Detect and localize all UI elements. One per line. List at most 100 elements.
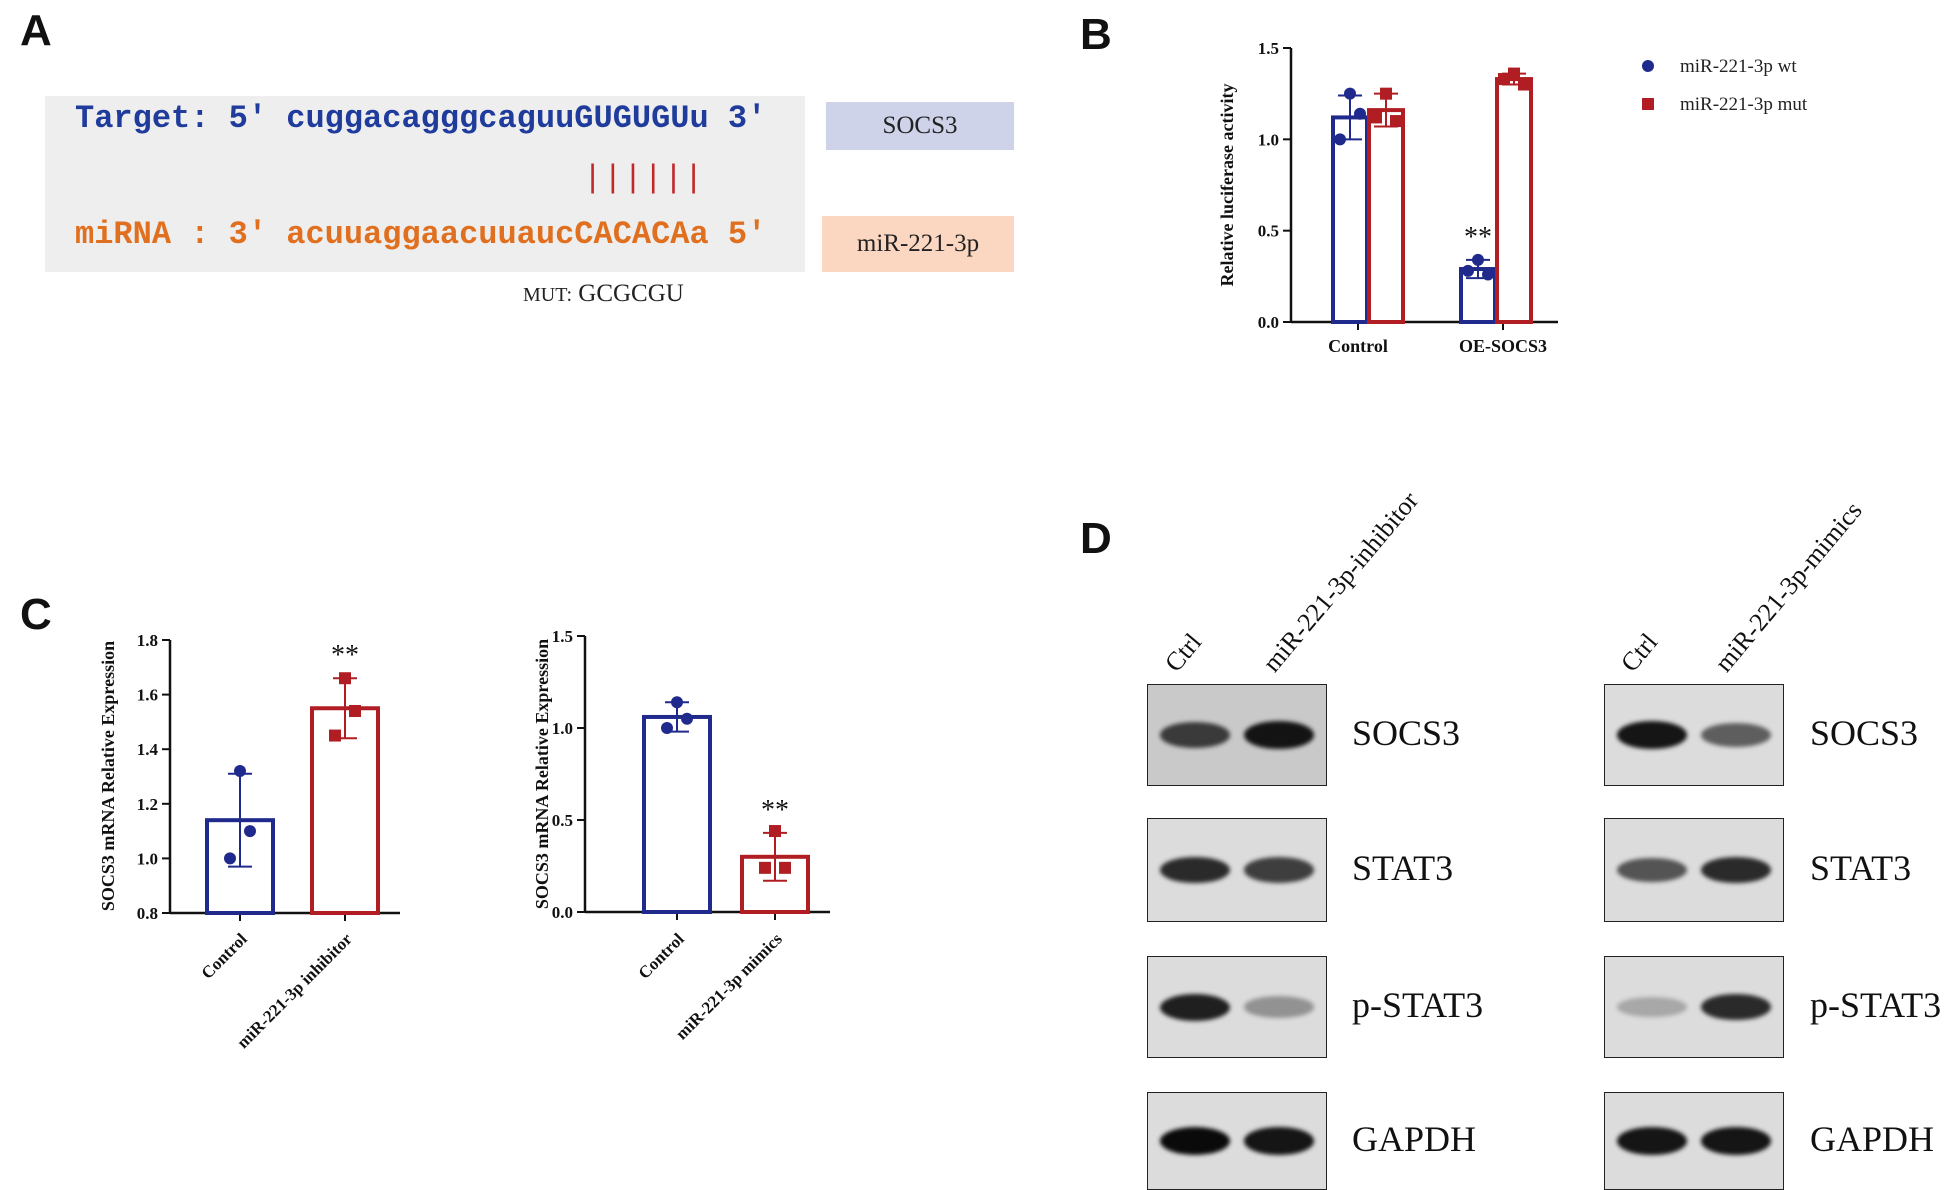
y-tick-label: 1.8 <box>137 631 158 650</box>
data-point <box>349 704 361 717</box>
blot-image <box>1604 956 1784 1058</box>
x-tick-label: OE-SOCS3 <box>1459 336 1547 356</box>
panel-label-d: D <box>1080 514 1112 563</box>
blot-image <box>1147 956 1327 1058</box>
x-tick-label: Control <box>635 929 688 982</box>
mirna-tag-label: miR-221-3p <box>856 230 980 257</box>
panel-label-c: C <box>20 590 52 639</box>
data-point <box>339 672 351 685</box>
data-point <box>1344 87 1356 100</box>
y-tick-label: 1.0 <box>552 719 573 738</box>
protein-band <box>1701 856 1771 884</box>
protein-label: GAPDH <box>1810 1119 1935 1159</box>
y-axis-label: Relative luciferase activity <box>1217 84 1237 287</box>
protein-band <box>1617 857 1687 883</box>
bar <box>1367 108 1405 324</box>
panel-label-b: B <box>1080 10 1112 59</box>
data-point <box>1518 78 1530 91</box>
data-point <box>759 861 771 874</box>
protein-band <box>1160 993 1230 1021</box>
data-point <box>329 729 341 742</box>
significance-label: ** <box>331 640 359 671</box>
blot-image <box>1604 684 1784 786</box>
y-tick-label: 0.0 <box>1258 313 1279 332</box>
y-axis-label: SOCS3 mRNA Relative Expression <box>98 641 118 911</box>
data-point <box>244 825 256 838</box>
data-point <box>1508 67 1520 80</box>
data-point <box>1354 107 1366 120</box>
protein-band <box>1701 723 1771 747</box>
protein-label: GAPDH <box>1352 1119 1477 1159</box>
protein-band <box>1617 721 1687 749</box>
protein-label: STAT3 <box>1810 848 1912 888</box>
mutation-sequence: GCGCGU <box>578 280 684 307</box>
protein-band <box>1160 1127 1230 1155</box>
y-tick-label: 1.0 <box>137 849 158 868</box>
y-tick-label: 0.5 <box>552 811 573 830</box>
data-point <box>1482 268 1494 281</box>
data-point <box>661 722 673 734</box>
data-point <box>769 825 781 838</box>
data-point <box>681 712 693 725</box>
protein-band <box>1617 1127 1687 1155</box>
y-tick-label: 1.6 <box>137 686 158 705</box>
x-tick-label: Control <box>198 929 251 982</box>
blot-image <box>1147 684 1327 786</box>
pairing-marks: |||||| <box>583 160 705 197</box>
data-point <box>224 852 236 865</box>
protein-label: SOCS3 <box>1352 713 1461 753</box>
protein-band <box>1160 856 1230 884</box>
mirna-sequence: miRNA : 3' acuuaggaacuuaucCACACAa 5' <box>75 216 767 253</box>
bar <box>1495 77 1533 325</box>
legend-label: miR-221-3p wt <box>1680 56 1797 77</box>
mutation-note: MUT: GCGCGU <box>523 280 684 308</box>
significance-label: ** <box>1464 222 1492 253</box>
data-point <box>779 861 791 874</box>
protein-label: p-STAT3 <box>1352 985 1484 1025</box>
data-point <box>1462 264 1474 277</box>
x-tick-label: miR-221-3p inhibitor <box>233 929 356 1052</box>
data-point <box>1334 133 1346 146</box>
protein-band <box>1244 721 1314 749</box>
data-point <box>671 696 683 709</box>
blot-image <box>1147 818 1327 922</box>
blot-image <box>1604 1092 1784 1190</box>
target-tag-label: SOCS3 <box>882 112 958 139</box>
bar <box>1331 115 1369 324</box>
data-point <box>1370 111 1382 124</box>
sequence-alignment-box <box>45 96 805 272</box>
y-tick-label: 1.5 <box>1258 39 1279 58</box>
blot-image <box>1147 1092 1327 1190</box>
mirna-tag: miR-221-3p <box>822 216 1014 272</box>
protein-band <box>1244 1127 1314 1155</box>
protein-band <box>1244 857 1314 883</box>
data-point <box>1380 87 1392 100</box>
x-tick-label: miR-221-3p mimics <box>672 929 786 1043</box>
y-tick-label: 0.5 <box>1258 222 1279 241</box>
legend-marker <box>1642 60 1654 72</box>
protein-band <box>1244 996 1314 1018</box>
target-tag: SOCS3 <box>826 102 1014 150</box>
y-tick-label: 1.0 <box>1258 130 1279 149</box>
blot-image <box>1604 818 1784 922</box>
protein-band <box>1160 722 1230 748</box>
y-tick-label: 0.0 <box>552 903 573 922</box>
y-tick-label: 1.5 <box>552 627 573 646</box>
significance-label: ** <box>761 795 789 826</box>
protein-band <box>1617 996 1687 1018</box>
y-axis-label: SOCS3 mRNA Relative Expression <box>532 639 552 909</box>
panel-label-a: A <box>20 6 52 55</box>
legend-marker <box>1642 98 1654 110</box>
data-point <box>1498 73 1510 86</box>
y-tick-label: 0.8 <box>137 904 158 923</box>
x-tick-label: Control <box>1328 336 1388 356</box>
protein-band <box>1701 993 1771 1021</box>
y-tick-label: 1.4 <box>137 740 159 759</box>
bar <box>642 714 712 915</box>
protein-band <box>1701 1127 1771 1155</box>
protein-label: STAT3 <box>1352 848 1454 888</box>
data-point <box>1472 253 1484 266</box>
protein-label: SOCS3 <box>1810 713 1919 753</box>
mutation-prefix: MUT: <box>523 284 573 306</box>
